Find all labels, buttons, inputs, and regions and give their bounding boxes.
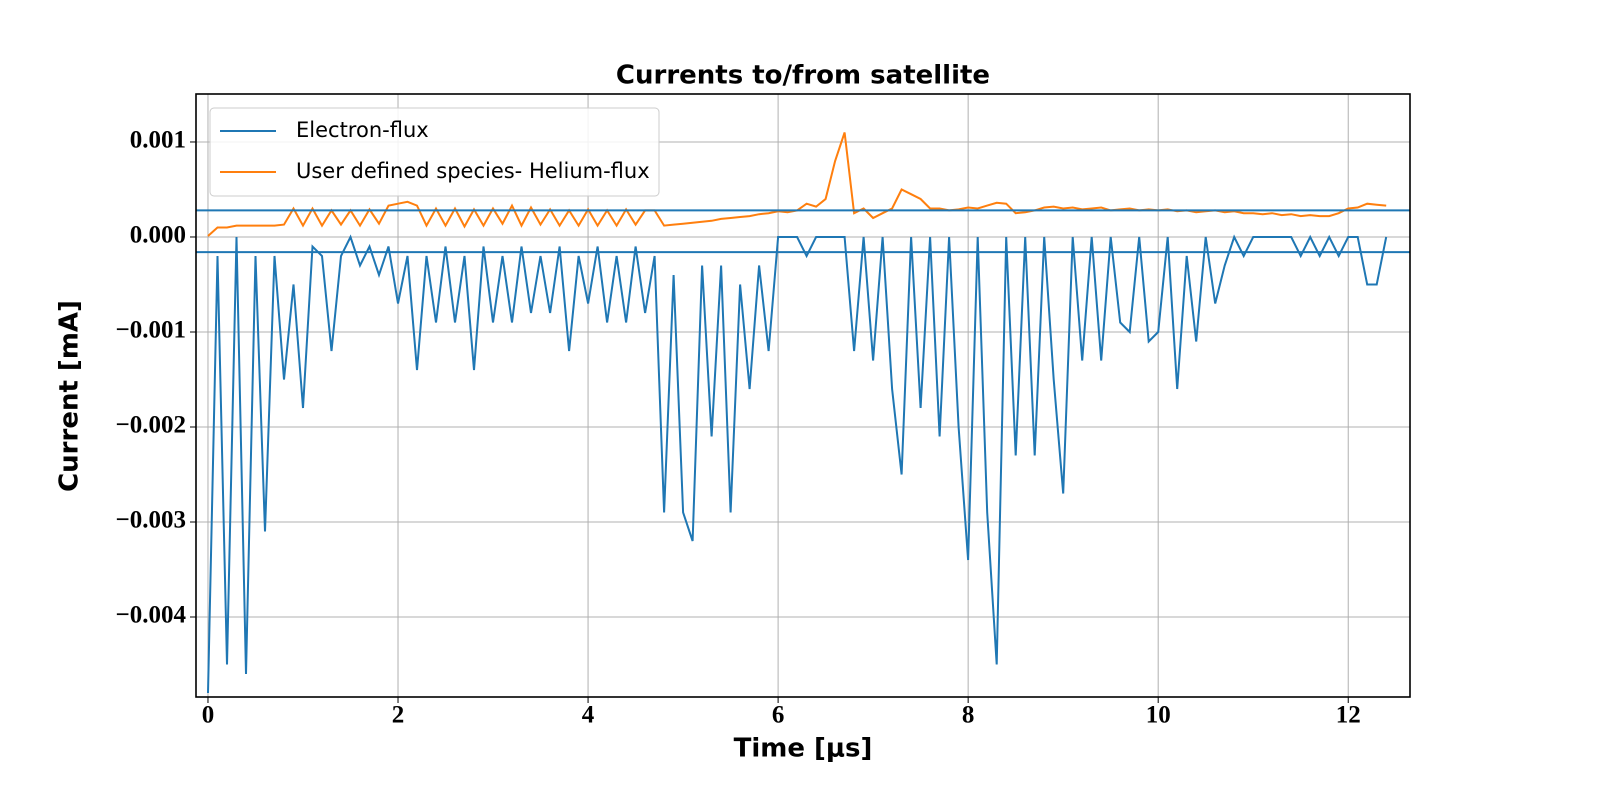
series-line [207, 234, 1388, 694]
legend-label: Electron-flux [296, 118, 429, 142]
y-tick-label: 0.000 [130, 222, 186, 249]
legend: Electron-flux User defined species- Heliu… [209, 107, 660, 197]
x-tick-label: 6 [772, 702, 785, 729]
legend-label: User defined species- Helium-flux [296, 159, 650, 183]
x-axis-label: Time [μs] [734, 734, 873, 764]
y-tick-label: −0.004 [116, 602, 187, 629]
legend-box [209, 107, 660, 197]
x-tick-label: 8 [962, 702, 975, 729]
y-tick-label: 0.001 [130, 127, 186, 154]
chart-title: Currents to/from satellite [616, 61, 990, 91]
y-tick-label: −0.002 [116, 412, 187, 439]
plot-frame [195, 93, 1411, 698]
x-tick-label: 0 [202, 702, 215, 729]
x-tick-label: 12 [1336, 702, 1361, 729]
y-tick-label: −0.001 [116, 317, 187, 344]
marks [196, 132, 1410, 694]
x-tick-label: 2 [392, 702, 405, 729]
y-axis-label: Current [mA] [55, 300, 85, 492]
y-tick-label: −0.003 [116, 507, 187, 534]
x-tick-label: 10 [1146, 702, 1171, 729]
grid: 0 2 4 6 8 10 12 0.001 0.000 −0.001 −0.002 −0.003 −0.… [116, 94, 1410, 729]
x-tick-label: 4 [582, 702, 595, 729]
